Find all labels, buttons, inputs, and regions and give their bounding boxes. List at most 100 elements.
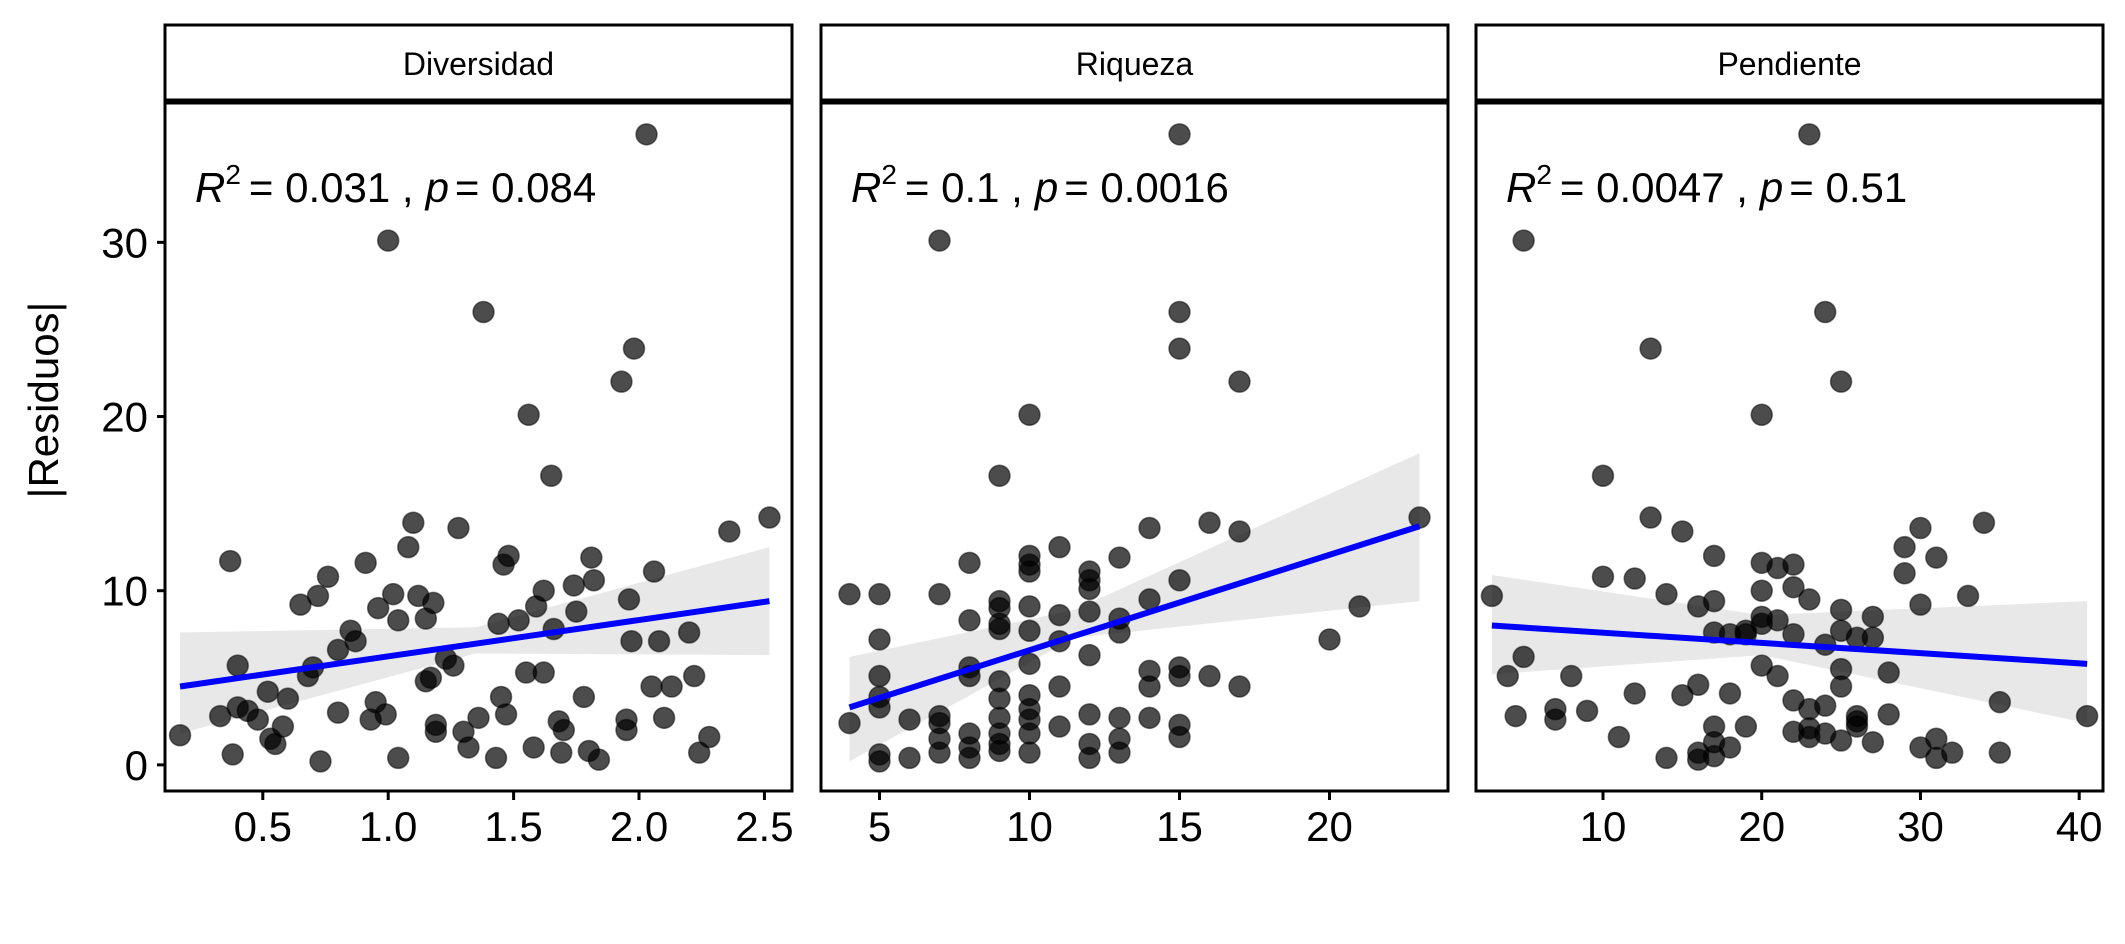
data-point	[1671, 683, 1694, 707]
data-point	[1018, 560, 1041, 583]
data-point	[1048, 535, 1071, 559]
data-point	[958, 551, 981, 575]
data-point	[1829, 729, 1853, 752]
data-point	[1138, 675, 1161, 698]
data-point	[1798, 588, 1821, 611]
data-point	[928, 582, 951, 606]
x-tick-label: 40	[2056, 803, 2103, 850]
x-tick-label: 20	[1306, 803, 1353, 850]
x-tick-label: 10	[1580, 803, 1627, 850]
data-point	[1078, 746, 1101, 770]
data-point	[522, 736, 545, 759]
data-point	[2075, 704, 2099, 728]
data-point	[1893, 535, 1916, 559]
data-point	[1940, 741, 1964, 764]
data-point	[1168, 337, 1191, 360]
x-tick-label: 2.5	[735, 803, 793, 850]
data-point	[958, 746, 981, 770]
confidence-band	[180, 547, 770, 734]
data-point	[1168, 664, 1191, 688]
panel-pendiente: Pendiente R2 = 0.0047 , p = 0.51	[1474, 23, 2105, 793]
data-point	[1048, 675, 1071, 698]
data-point	[1782, 575, 1805, 599]
data-point	[457, 736, 480, 759]
data-point	[1893, 562, 1916, 585]
data-point	[1591, 565, 1615, 589]
p-value: = 0.084	[455, 164, 596, 211]
data-point	[1607, 725, 1631, 749]
x-tick-label: 5	[868, 803, 891, 850]
data-point	[640, 675, 663, 698]
x-tick-label: 2.0	[610, 803, 668, 850]
data-point	[1138, 706, 1161, 730]
data-point	[507, 609, 530, 632]
data-point	[1512, 645, 1535, 669]
data-point	[1018, 722, 1041, 745]
data-point	[1018, 741, 1041, 764]
data-point	[442, 654, 465, 677]
stat-annotation: R2 = 0.1 , p = 0.0016	[851, 159, 1229, 211]
data-point	[550, 741, 573, 764]
p-value: = 0.51	[1789, 164, 1907, 211]
strip-box	[163, 23, 794, 102]
data-point	[246, 708, 270, 731]
data-point	[1734, 715, 1758, 738]
data-point	[1198, 511, 1221, 535]
data-point	[422, 591, 445, 615]
data-point	[1750, 654, 1773, 677]
data-point	[1623, 682, 1646, 705]
data-point	[587, 748, 611, 771]
data-point	[1048, 603, 1071, 627]
data-point	[868, 582, 891, 606]
data-point	[472, 300, 495, 324]
data-point	[677, 621, 701, 644]
y-tick-label: 10	[101, 568, 148, 615]
data-point	[868, 628, 891, 651]
data-point	[497, 544, 520, 568]
data-point	[386, 746, 410, 770]
data-point	[271, 715, 295, 738]
data-point	[256, 680, 280, 703]
data-point	[1861, 605, 1885, 629]
data-point	[1861, 730, 1885, 754]
data-point	[1078, 577, 1101, 601]
data-point	[316, 565, 340, 589]
data-point	[580, 546, 603, 569]
data-point	[1048, 715, 1071, 738]
y-axis: 0 10 20 30	[101, 219, 165, 789]
regression-line	[848, 523, 1421, 711]
data-point	[467, 706, 490, 730]
panel-border	[163, 101, 794, 793]
data-point	[1018, 403, 1041, 427]
r2-superscript: 2	[881, 159, 897, 190]
data-point	[532, 579, 555, 602]
data-point	[402, 511, 425, 535]
data-point	[487, 612, 510, 636]
panel-riqueza: Riqueza R2 = 0.1 , p = 0.0016	[819, 23, 1450, 793]
data-point	[682, 664, 706, 688]
confidence-band	[849, 453, 1420, 762]
x-tick-label: 20	[1738, 803, 1785, 850]
data-point	[1655, 746, 1678, 770]
data-point	[517, 403, 540, 427]
data-point	[1504, 704, 1527, 728]
r2-superscript: 2	[1536, 159, 1552, 190]
panel-diversidad: Diversidad R2 = 0.031 , p = 0.084	[163, 23, 794, 793]
data-point	[221, 743, 244, 766]
data-point	[344, 629, 367, 653]
data-point	[1861, 626, 1885, 649]
data-point	[1956, 584, 1980, 608]
data-point	[1639, 337, 1662, 360]
stat-annotation: R2 = 0.031 , p = 0.084	[195, 159, 596, 211]
data-point	[572, 685, 596, 709]
data-point	[552, 718, 576, 742]
data-point	[532, 661, 555, 684]
data-point	[898, 746, 921, 770]
data-point	[1559, 664, 1583, 688]
data-point	[1348, 595, 1371, 618]
x-tick-label: 1.0	[359, 803, 417, 850]
data-point	[1168, 123, 1191, 146]
x-tick-label: 15	[1156, 803, 1203, 850]
data-point	[718, 520, 741, 543]
